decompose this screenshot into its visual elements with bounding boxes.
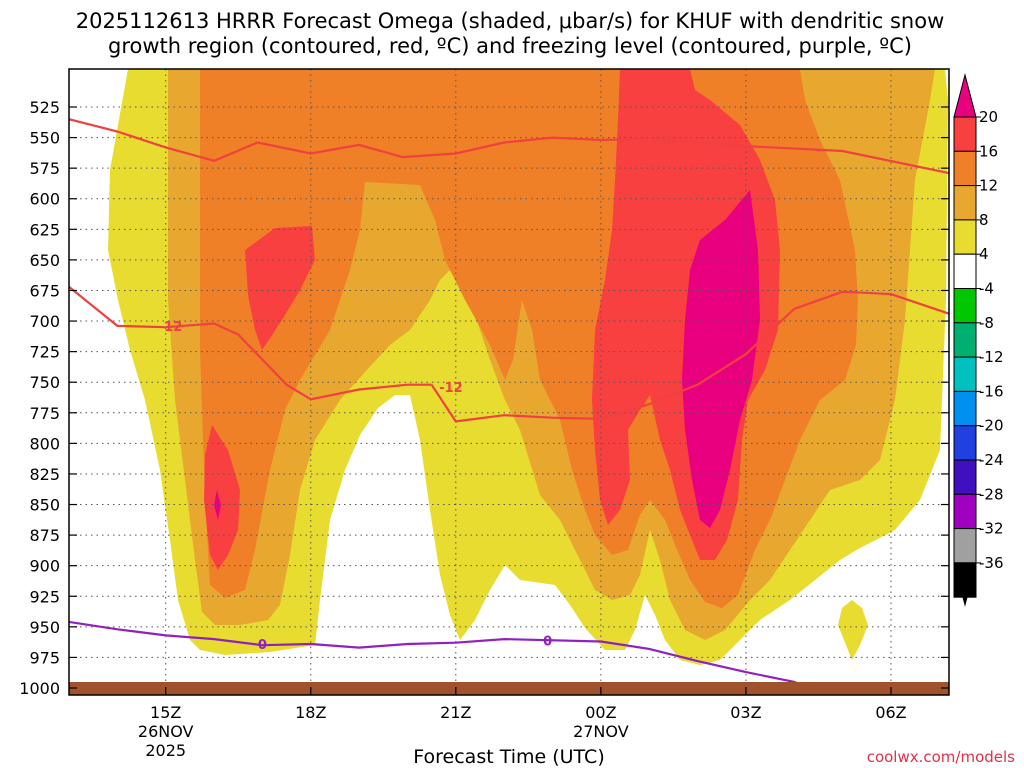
colorbar-label: 12 — [979, 177, 998, 195]
colorbar-swatch — [953, 116, 977, 152]
omega-shading — [108, 69, 948, 665]
colorbar-label: -36 — [979, 554, 1004, 572]
dgz-minus18-line — [69, 118, 949, 175]
chart-title-line-1: 2025112613 HRRR Forecast Omega (shaded, … — [76, 9, 945, 33]
colorbar-label: -32 — [979, 520, 1004, 538]
y-tick-label: 600 — [29, 190, 60, 209]
colorbar-swatch — [953, 459, 977, 495]
colorbar-label: 4 — [979, 245, 989, 263]
y-tick-label: 750 — [29, 373, 60, 392]
colorbar-label: -8 — [979, 314, 994, 332]
freezing-level-label: 0 — [258, 638, 267, 653]
y-tick-label: 900 — [29, 557, 60, 576]
colorbar-swatch — [953, 322, 977, 358]
colorbar-label: -24 — [979, 451, 1004, 469]
terrain-slope — [69, 682, 949, 688]
y-tick-label: 875 — [29, 526, 60, 545]
omega-region-16-b — [245, 226, 315, 350]
colorbar: 20 16 12 8 4 -4 -8 -12 -16 -20 -24 -28 -32 -36 — [953, 73, 1004, 607]
colorbar-label: -28 — [979, 485, 1004, 503]
x-tick-label: 15Z — [150, 703, 181, 722]
y-tick-label: 950 — [29, 618, 60, 637]
y-tick-label: 550 — [29, 129, 60, 148]
x-tick-label: 00Z — [585, 703, 616, 722]
contour-labels: -18 -12 -12 0 0 — [159, 133, 676, 653]
y-tick-label: 925 — [29, 587, 60, 606]
x-tick-year: 2025 — [145, 741, 186, 760]
y-tick-label: 1000 — [19, 679, 60, 698]
colorbar-label: -12 — [979, 348, 1004, 366]
colorbar-swatch — [953, 493, 977, 530]
colorbar-label: 8 — [979, 211, 989, 229]
freezing-level-line — [69, 620, 810, 690]
colorbar-label: 20 — [979, 108, 998, 126]
colorbar-label: -16 — [979, 382, 1004, 400]
dgz-minus12-lower-label: -12 — [439, 381, 463, 396]
x-tick-label: 21Z — [440, 703, 471, 722]
dgz-minus18-label: -18 — [652, 133, 676, 148]
x-tick-label: 18Z — [295, 703, 326, 722]
colorbar-label: -20 — [979, 417, 1004, 435]
y-tick-label: 525 — [29, 98, 60, 117]
y-tick-label: 575 — [29, 159, 60, 178]
x-tick-date: 27NOV — [573, 722, 629, 741]
y-tick-label: 700 — [29, 312, 60, 331]
dgz-minus12-upper-label: -12 — [159, 320, 183, 335]
colorbar-label: -4 — [979, 280, 994, 298]
credit-link[interactable]: coolwx.com/models — [867, 748, 1015, 766]
y-tick-label: 825 — [29, 465, 60, 484]
y-tick-label: 775 — [29, 404, 60, 423]
y-tick-label: 800 — [29, 434, 60, 453]
y-tick-label: 675 — [29, 281, 60, 300]
x-tick-date: 26NOV — [138, 722, 194, 741]
x-axis-label: Forecast Time (UTC) — [413, 746, 604, 768]
x-tick-label: 06Z — [875, 703, 906, 722]
y-tick-label: 975 — [29, 648, 60, 667]
y-tick-label: 625 — [29, 220, 60, 239]
colorbar-swatch — [953, 185, 977, 221]
colorbar-swatch — [953, 528, 977, 564]
colorbar-top-arrow — [953, 73, 977, 118]
omega-region-16-c — [204, 425, 240, 570]
grid-lines — [69, 69, 949, 695]
colorbar-swatch — [953, 219, 977, 255]
colorbar-bottom-arrow — [953, 562, 977, 607]
omega-region-4-blob — [838, 600, 868, 660]
dgz-minus12-upper-line — [69, 285, 432, 401]
colorbar-swatch — [953, 356, 977, 392]
temperature-contours — [69, 118, 949, 690]
y-axis: 525 550 575 600 625 650 675 700 725 750 775 800 825 8… — [19, 98, 949, 698]
x-tick-label: 03Z — [730, 703, 761, 722]
colorbar-label: 16 — [979, 142, 998, 160]
dgz-minus12-lower-line — [430, 290, 949, 423]
colorbar-swatch — [953, 288, 977, 324]
chart-title-line-2: growth region (contoured, red, ºC) and f… — [108, 34, 912, 58]
colorbar-swatch — [953, 425, 977, 461]
colorbar-swatch — [953, 150, 977, 187]
y-tick-label: 650 — [29, 251, 60, 270]
colorbar-swatch — [953, 390, 977, 427]
y-tick-label: 850 — [29, 496, 60, 515]
colorbar-swatch — [953, 253, 977, 289]
freezing-level-label: 0 — [543, 634, 552, 649]
y-tick-label: 725 — [29, 343, 60, 362]
